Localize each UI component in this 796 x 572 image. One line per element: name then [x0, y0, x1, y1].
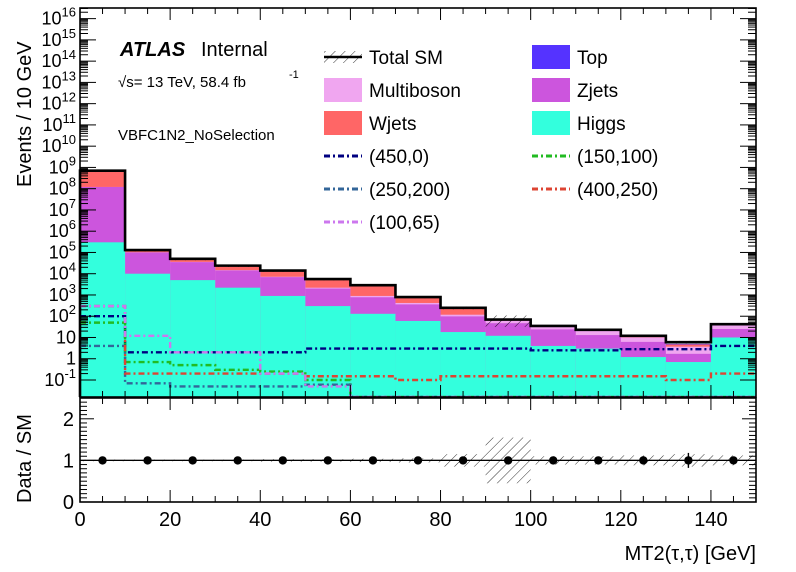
lumi-superscript: -1 [289, 69, 299, 81]
x-tick-label: 60 [339, 509, 361, 531]
stack-bar-higgs [350, 313, 396, 397]
y-tick-label: 107 [49, 196, 76, 220]
stack-bar-higgs [170, 280, 216, 397]
y-tick-label: 1013 [42, 68, 77, 92]
legend-label: (250,200) [369, 180, 450, 201]
x-tick-label: 80 [429, 509, 451, 531]
stack-bar-higgs [440, 332, 486, 397]
y-tick-label: 1016 [42, 5, 77, 29]
legend-swatch [532, 111, 570, 135]
stack-bar-higgs [395, 320, 441, 397]
energy-label: √s= 13 TeV, 58.4 fb [118, 74, 246, 91]
y-tick-label: 1 [66, 349, 76, 369]
y-tick-label: 10 [56, 327, 76, 347]
signal-line-(400,250) [80, 304, 756, 382]
legend-label: (400,250) [577, 180, 658, 201]
y-axis-title: Events / 10 GeV [14, 41, 36, 187]
ratio-data-point [413, 456, 423, 465]
ratio-data-point [368, 456, 378, 465]
stack-bar-higgs [575, 348, 621, 397]
legend-label: Wjets [369, 114, 417, 135]
total-sm-uncertainty-band [485, 315, 531, 327]
stack-bar-higgs [260, 295, 306, 397]
y-tick-label: 104 [49, 260, 76, 284]
status-label: Internal [201, 39, 268, 61]
ratio-data-point [188, 456, 197, 465]
ratio-data-point [143, 456, 152, 465]
legend-swatch [532, 45, 570, 69]
stack-bar-higgs [530, 345, 576, 397]
legend: Total SM Top Multiboson Zjets Wjets Higgs (450… [324, 45, 658, 234]
ratio-data-point [549, 456, 558, 465]
ratio-data-point [278, 456, 287, 465]
legend-label: (150,100) [577, 147, 658, 168]
ratio-data-point [233, 456, 242, 465]
y-tick-label: 1010 [42, 132, 77, 156]
atlas-label: ATLAS [119, 39, 186, 61]
legend-label: Zjets [577, 81, 618, 102]
ratio-y-axis-title: Data / SM [14, 414, 36, 503]
ratio-y-tick-label: 0 [63, 492, 74, 514]
legend-label: Higgs [577, 114, 626, 135]
main-panel: 10-1110102103104105106107108109101010111… [42, 5, 757, 399]
legend-label: (450,0) [369, 147, 429, 168]
x-tick-label: 40 [249, 509, 271, 531]
x-tick-label: 140 [694, 509, 727, 531]
stack-bar-higgs [485, 335, 531, 397]
ratio-data-point [323, 456, 333, 465]
x-tick-label: 120 [604, 509, 637, 531]
ratio-y-tick-label: 1 [63, 450, 74, 472]
total-sm-line [78, 169, 756, 397]
x-tick-label: 20 [159, 509, 181, 531]
y-tick-label: 103 [49, 281, 76, 305]
signal-line-(450,0) [80, 315, 756, 354]
x-axis-title: MT2(τ,τ) [GeV] [625, 543, 756, 565]
x-tick-label: 0 [74, 509, 85, 531]
ratio-data-point [684, 456, 693, 465]
y-tick-label: 10-1 [44, 366, 76, 390]
x-tick-label: 100 [514, 509, 547, 531]
y-tick-label: 109 [49, 153, 76, 177]
y-tick-label: 108 [49, 175, 76, 199]
ratio-data-point [729, 456, 738, 465]
ratio-plot-frame [79, 397, 757, 503]
legend-swatch [532, 78, 570, 102]
ratio-y-tick-label: 2 [63, 409, 74, 431]
ratio-data-point [639, 456, 648, 465]
ratio-data-point [98, 456, 107, 465]
stack-bar-higgs [305, 306, 351, 397]
ratio-data-point [458, 456, 468, 465]
ratio-data-point [594, 456, 603, 465]
y-tick-label: 1012 [42, 90, 77, 114]
y-tick-label: 102 [49, 302, 76, 326]
stack-bar-higgs [215, 287, 261, 397]
y-tick-label: 105 [49, 238, 76, 262]
legend-label: Top [577, 48, 608, 69]
legend-swatch [324, 78, 362, 102]
legend-label: (100,65) [369, 213, 440, 234]
legend-swatch [324, 111, 362, 135]
ratio-data-point [503, 456, 513, 465]
y-tick-label: 1011 [42, 111, 76, 135]
legend-label: Total SM [369, 48, 443, 69]
y-tick-label: 106 [49, 217, 76, 241]
y-tick-label: 1014 [42, 47, 77, 71]
region-label: VBFC1N2_NoSelection [118, 127, 275, 144]
y-tick-label: 1015 [42, 26, 77, 50]
legend-label: Multiboson [369, 81, 461, 102]
